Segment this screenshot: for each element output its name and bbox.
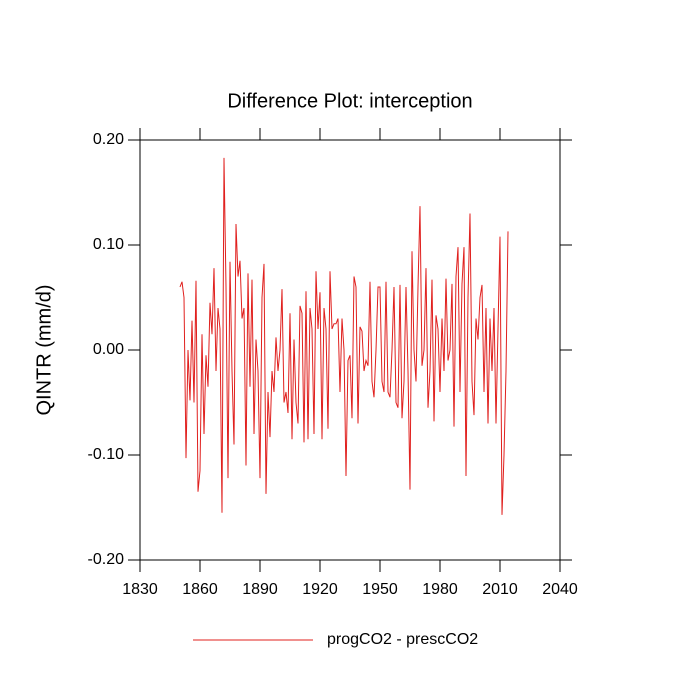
y-tick-label: -0.20 (88, 551, 125, 568)
x-tick-label: 1860 (182, 581, 218, 598)
y-axis-label: QINTR (mm/d) (33, 284, 55, 415)
y-tick-label: 0.00 (93, 341, 124, 358)
legend-label: progCO2 - prescCO2 (327, 631, 478, 648)
x-tick-label: 1920 (302, 581, 338, 598)
x-tick-label: 1830 (122, 581, 158, 598)
x-tick-label: 2040 (542, 581, 578, 598)
data-line (179, 157, 509, 515)
y-tick-label: 0.10 (93, 236, 124, 253)
y-tick-label: 0.20 (93, 131, 124, 148)
x-tick-label: 1890 (242, 581, 278, 598)
x-tick-label: 2010 (482, 581, 518, 598)
chart-title: Difference Plot: interception (227, 90, 472, 112)
x-tick-label: 1950 (362, 581, 398, 598)
x-tick-label: 1980 (422, 581, 458, 598)
y-tick-label: -0.10 (88, 446, 125, 463)
